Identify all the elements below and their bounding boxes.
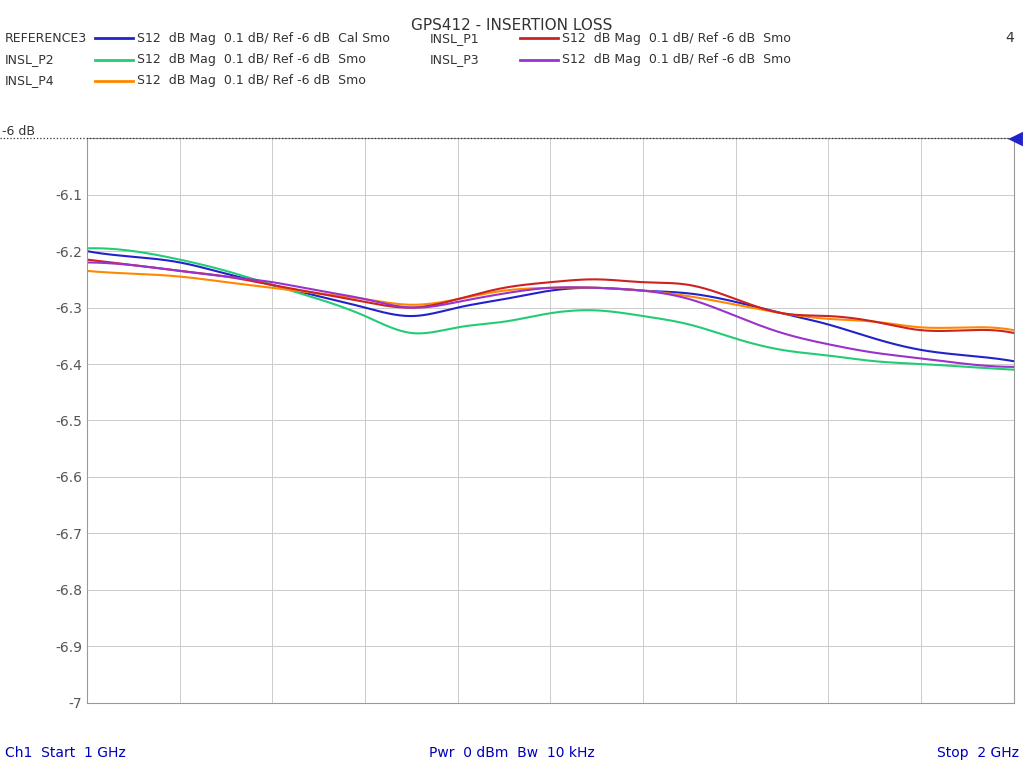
- Text: Pwr  0 dBm  Bw  10 kHz: Pwr 0 dBm Bw 10 kHz: [429, 746, 595, 760]
- Text: INSL_P1: INSL_P1: [430, 32, 479, 45]
- Text: INSL_P2: INSL_P2: [5, 54, 54, 66]
- Text: -6 dB: -6 dB: [2, 125, 35, 138]
- Text: Ch1  Start  1 GHz: Ch1 Start 1 GHz: [5, 746, 126, 760]
- Text: REFERENCE3: REFERENCE3: [5, 32, 87, 45]
- Text: INSL_P3: INSL_P3: [430, 54, 479, 66]
- Text: S12  dB Mag  0.1 dB/ Ref -6 dB  Cal Smo: S12 dB Mag 0.1 dB/ Ref -6 dB Cal Smo: [137, 32, 390, 45]
- Text: ◀: ◀: [1009, 129, 1023, 147]
- Text: INSL_P4: INSL_P4: [5, 74, 54, 87]
- Text: S12  dB Mag  0.1 dB/ Ref -6 dB  Smo: S12 dB Mag 0.1 dB/ Ref -6 dB Smo: [562, 32, 792, 45]
- Text: GPS412 - INSERTION LOSS: GPS412 - INSERTION LOSS: [412, 18, 612, 33]
- Text: S12  dB Mag  0.1 dB/ Ref -6 dB  Smo: S12 dB Mag 0.1 dB/ Ref -6 dB Smo: [137, 74, 367, 87]
- Text: Stop  2 GHz: Stop 2 GHz: [937, 746, 1019, 760]
- Text: 4: 4: [1005, 31, 1014, 45]
- Text: S12  dB Mag  0.1 dB/ Ref -6 dB  Smo: S12 dB Mag 0.1 dB/ Ref -6 dB Smo: [137, 54, 367, 66]
- Text: S12  dB Mag  0.1 dB/ Ref -6 dB  Smo: S12 dB Mag 0.1 dB/ Ref -6 dB Smo: [562, 54, 792, 66]
